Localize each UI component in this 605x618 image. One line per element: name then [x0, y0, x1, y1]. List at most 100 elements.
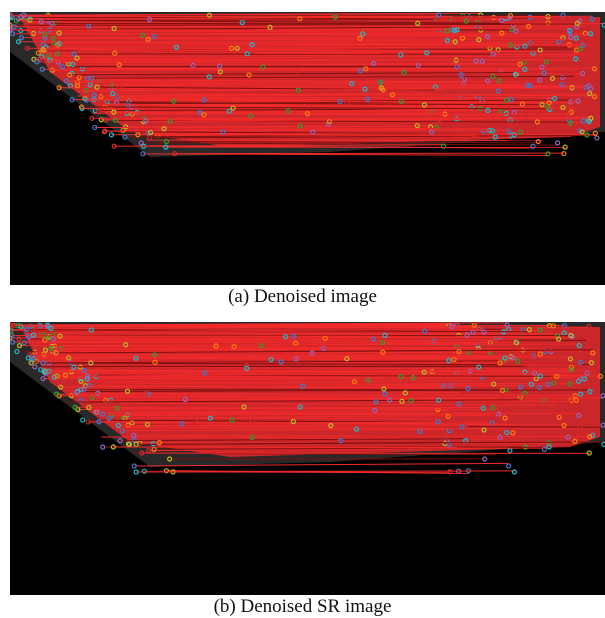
match-line: [14, 25, 577, 28]
keypoint: [84, 376, 91, 382]
keypoint: [92, 124, 98, 131]
keypoint: [555, 140, 561, 146]
keypoint: [421, 369, 427, 375]
keypoint: [513, 340, 520, 346]
keypoint: [299, 383, 306, 389]
keypoint: [70, 61, 76, 67]
match-line: [126, 104, 578, 109]
match-line: [125, 414, 506, 419]
keypoint: [517, 61, 523, 67]
keypoint: [592, 40, 598, 47]
keypoint: [499, 387, 506, 394]
keypoint: [150, 441, 156, 447]
keypoint: [50, 336, 56, 342]
keypoint: [489, 128, 496, 134]
keypoint: [481, 329, 487, 335]
keypoint: [568, 34, 574, 40]
match-line: [81, 106, 548, 110]
keypoint: [43, 44, 49, 50]
keypoint: [545, 381, 551, 387]
keypoint: [459, 35, 466, 41]
keypoint: [189, 421, 195, 427]
keypoint: [518, 384, 524, 390]
keypoint: [56, 30, 62, 36]
keypoint: [80, 417, 86, 423]
keypoint: [38, 367, 44, 373]
keypoint: [322, 335, 328, 341]
keypoint: [206, 12, 213, 18]
keypoint: [567, 27, 573, 34]
keypoint: [111, 143, 117, 149]
keypoint: [244, 362, 250, 369]
keypoint: [135, 132, 141, 138]
keypoint: [30, 340, 36, 346]
keypoint: [351, 379, 358, 385]
keypoint: [382, 332, 388, 338]
keypoint: [554, 373, 560, 380]
keypoint: [365, 113, 371, 119]
keypoint: [537, 47, 543, 53]
keypoint: [294, 68, 300, 74]
keypoint: [248, 113, 254, 119]
keypoint: [78, 387, 84, 393]
keypoint: [10, 31, 16, 37]
keypoint: [537, 351, 543, 357]
keypoint: [202, 370, 208, 376]
keypoint: [261, 424, 267, 430]
keypoint: [539, 64, 545, 70]
keypoint: [213, 343, 219, 349]
match-line: [123, 128, 490, 131]
match-line: [57, 44, 584, 47]
keypoint: [241, 404, 247, 410]
match-line: [134, 462, 509, 467]
keypoint: [444, 37, 450, 44]
keypoint: [449, 324, 455, 330]
keypoint: [577, 46, 583, 52]
keypoint: [78, 378, 84, 384]
image-panel: [10, 12, 605, 285]
keypoint: [415, 62, 421, 69]
keypoint: [62, 372, 69, 378]
keypoint: [34, 59, 40, 65]
keypoint: [398, 98, 405, 105]
keypoint: [304, 111, 311, 117]
keypoint: [496, 78, 502, 84]
keypoint: [414, 123, 420, 129]
match-line: [41, 53, 590, 58]
match-line: [92, 67, 574, 71]
keypoint: [163, 468, 170, 474]
keypoint: [590, 368, 596, 374]
match-line: [43, 377, 537, 380]
keypoint: [50, 35, 57, 41]
keypoint: [246, 429, 253, 435]
keypoint: [515, 358, 521, 364]
keypoint: [577, 425, 583, 431]
keypoint: [249, 42, 255, 48]
keypoint: [601, 22, 605, 28]
match-line: [94, 126, 438, 129]
keypoint: [524, 82, 531, 88]
keypoint: [601, 441, 605, 447]
keypoint: [503, 97, 509, 103]
keypoint: [489, 376, 495, 382]
keypoint: [88, 327, 94, 333]
match-line: [117, 406, 484, 409]
match-line: [38, 51, 534, 54]
keypoint: [504, 429, 510, 436]
keypoint: [59, 64, 65, 70]
keypoint: [507, 13, 514, 19]
keypoint: [25, 355, 31, 361]
keypoint: [564, 111, 570, 117]
keypoint: [46, 368, 52, 374]
match-line: [136, 441, 604, 445]
keypoint: [511, 419, 517, 425]
keypoint: [573, 75, 579, 81]
keypoint: [163, 138, 170, 145]
keypoint: [555, 336, 562, 342]
keypoint: [230, 105, 236, 111]
keypoint: [456, 348, 462, 355]
keypoint: [578, 56, 584, 62]
keypoint: [537, 77, 543, 83]
keypoint: [568, 332, 574, 339]
match-line: [90, 84, 562, 87]
